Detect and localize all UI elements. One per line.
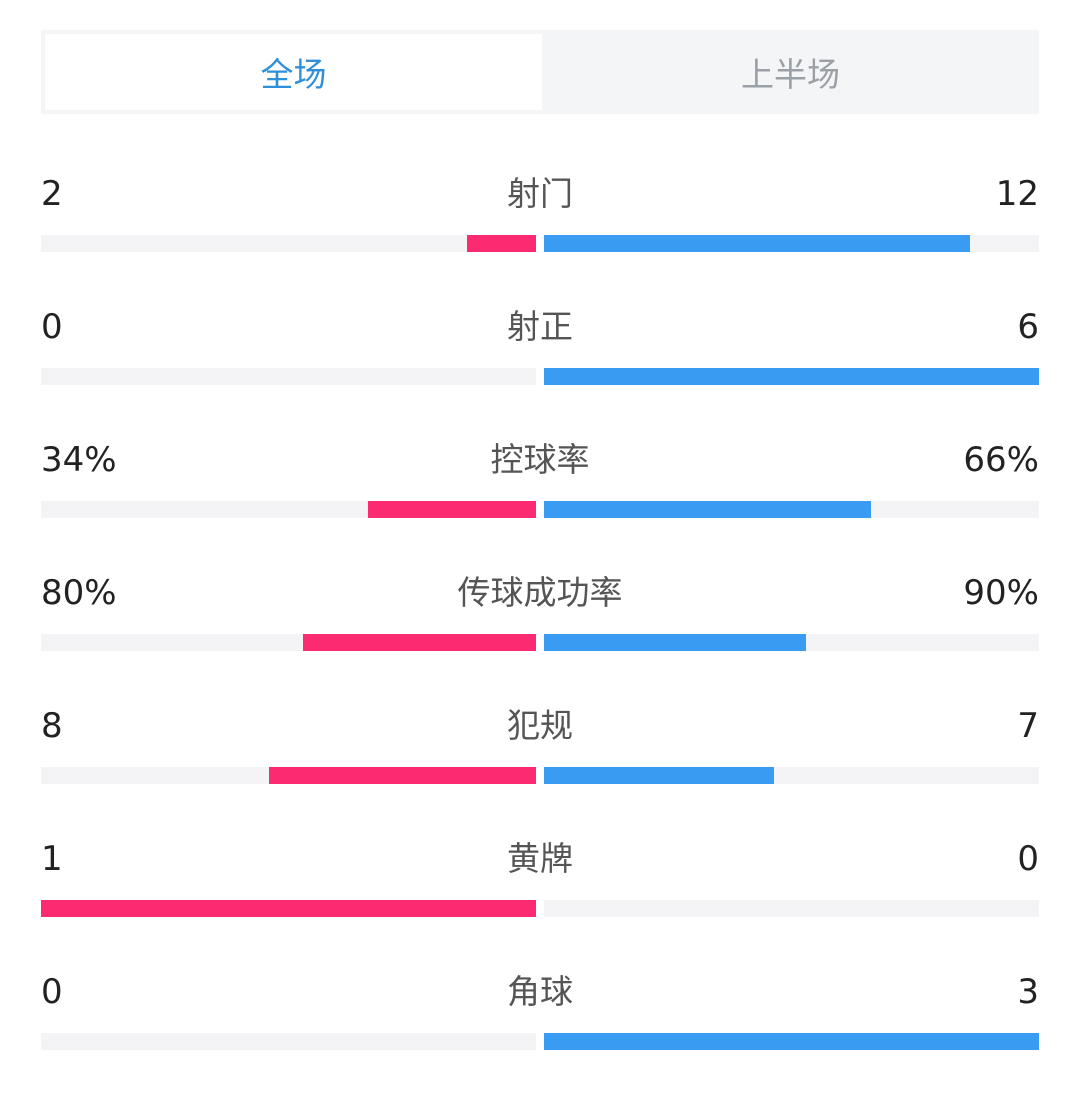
home-value: 1 <box>41 839 63 879</box>
home-bar-fill <box>367 501 536 518</box>
home-bar-track <box>41 368 536 385</box>
home-bar-track <box>41 900 536 917</box>
stat-label: 犯规 <box>507 706 573 745</box>
home-bar-track <box>41 235 536 252</box>
home-value: 80% <box>41 573 117 613</box>
home-bar-fill <box>303 634 536 651</box>
tab-full-match[interactable]: 全场 <box>45 34 542 110</box>
away-bar-fill <box>544 634 807 651</box>
stat-label: 射正 <box>507 307 573 346</box>
away-bar-fill <box>544 501 871 518</box>
home-bar-track <box>41 1033 536 1050</box>
stat-row-possession: 34% 控球率 66% <box>41 424 1039 557</box>
away-value: 66% <box>963 440 1039 480</box>
period-tabs: 全场 上半场 <box>41 30 1039 114</box>
stat-label: 控球率 <box>490 440 590 479</box>
stat-row-shots-on-target: 0 射正 6 <box>41 291 1039 424</box>
stat-row-yellow-cards: 1 黄牌 0 <box>41 823 1039 956</box>
home-value: 0 <box>41 972 63 1012</box>
away-bar-fill <box>544 767 775 784</box>
away-bar-fill <box>544 235 970 252</box>
stat-row-shots: 2 射门 12 <box>41 158 1039 291</box>
home-bar-fill <box>268 767 536 784</box>
home-bar-fill <box>466 235 536 252</box>
home-value: 34% <box>41 440 117 480</box>
away-value: 90% <box>963 573 1039 613</box>
away-value: 6 <box>1017 307 1039 347</box>
tab-first-half[interactable]: 上半场 <box>741 55 840 94</box>
stat-label: 角球 <box>507 972 573 1011</box>
stat-row-fouls: 8 犯规 7 <box>41 690 1039 823</box>
stat-label: 传球成功率 <box>457 573 623 612</box>
away-bar-fill <box>544 368 1039 385</box>
stats-list: 2 射门 12 0 射正 6 34% 控球率 66% 80% 传球成功率 90%… <box>41 158 1039 1089</box>
home-bar-fill <box>41 900 536 917</box>
home-bar-track <box>41 501 536 518</box>
home-bar-track <box>41 634 536 651</box>
away-bar-track <box>544 634 1039 651</box>
away-bar-fill <box>544 1033 1039 1050</box>
home-value: 0 <box>41 307 63 347</box>
away-bar-track <box>544 501 1039 518</box>
away-bar-track <box>544 235 1039 252</box>
away-bar-track <box>544 1033 1039 1050</box>
stat-row-pass-accuracy: 80% 传球成功率 90% <box>41 557 1039 690</box>
away-value: 0 <box>1017 839 1039 879</box>
away-value: 12 <box>995 174 1039 214</box>
away-bar-track <box>544 368 1039 385</box>
stat-label: 射门 <box>507 174 573 213</box>
away-bar-track <box>544 900 1039 917</box>
away-bar-track <box>544 767 1039 784</box>
home-value: 2 <box>41 174 63 214</box>
away-value: 7 <box>1017 706 1039 746</box>
home-value: 8 <box>41 706 63 746</box>
stat-label: 黄牌 <box>507 839 573 878</box>
away-value: 3 <box>1017 972 1039 1012</box>
stat-row-corners: 0 角球 3 <box>41 956 1039 1089</box>
home-bar-track <box>41 767 536 784</box>
